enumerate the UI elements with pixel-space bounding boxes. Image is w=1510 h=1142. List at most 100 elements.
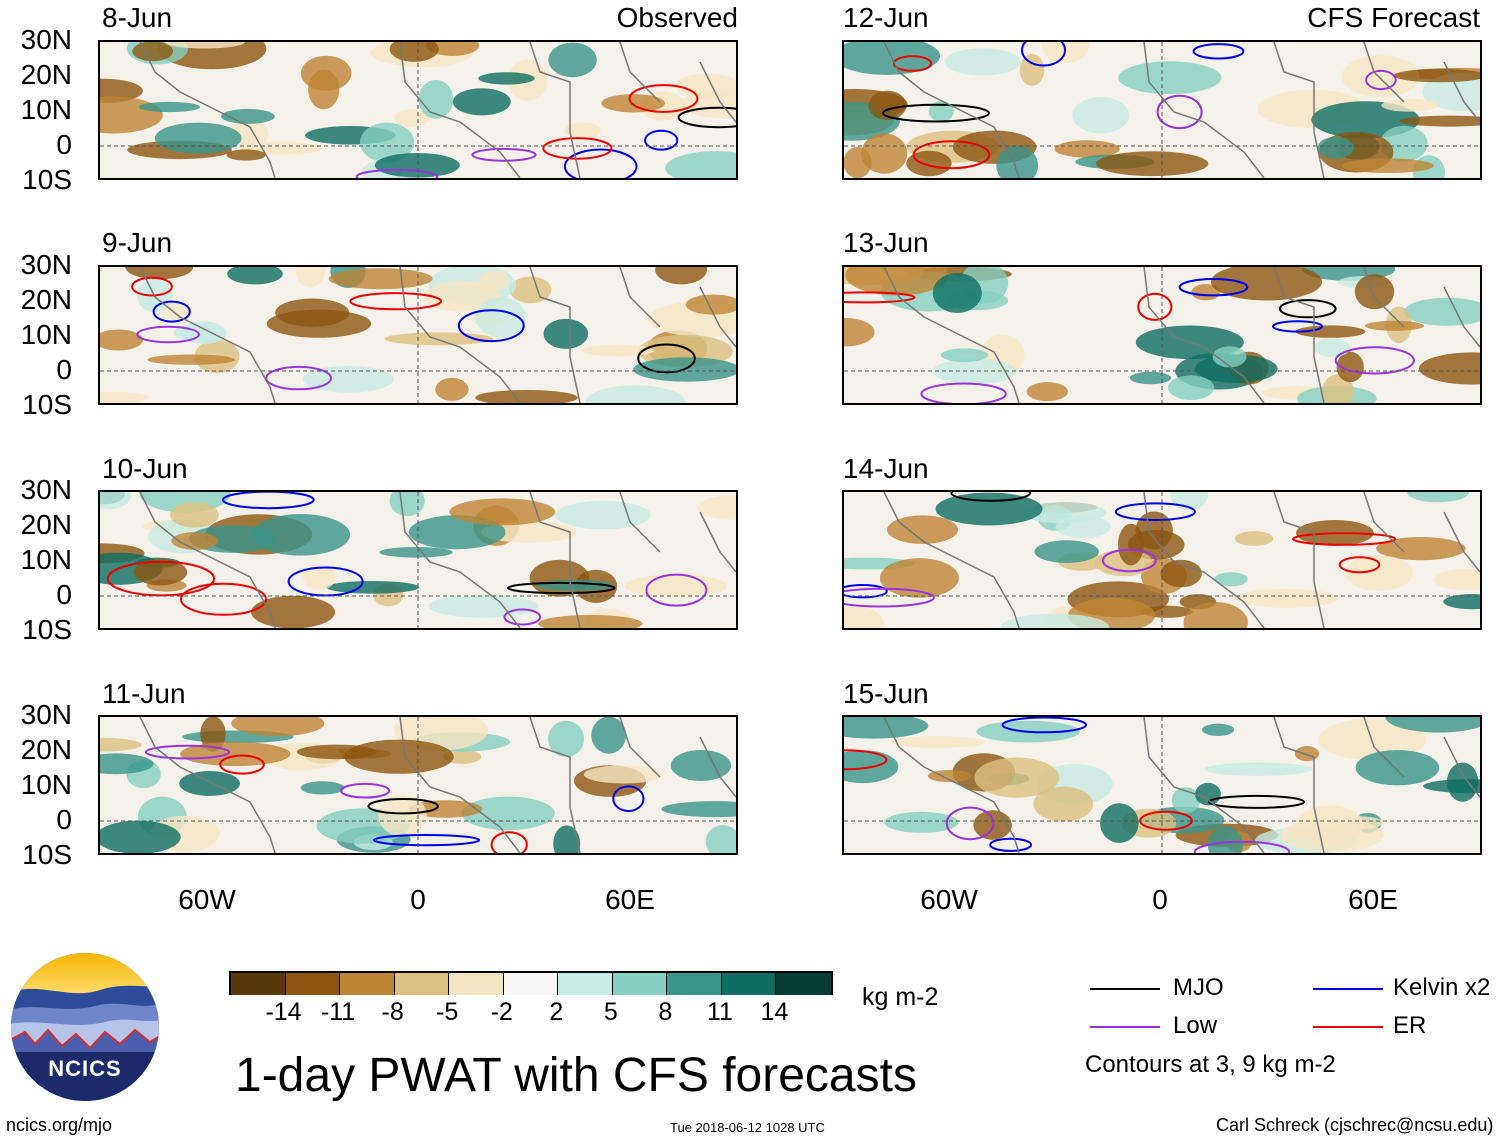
pwat-anomaly-blob [409, 800, 483, 818]
panel-date-10-jun: 10-Jun [102, 453, 188, 484]
pwat-anomaly-blob [1345, 555, 1414, 591]
legend-line-low [1090, 1026, 1160, 1028]
pwat-anomaly-blob [154, 122, 242, 154]
pwat-anomaly-blob [1168, 375, 1215, 400]
wave-contour [144, 744, 231, 760]
pwat-anomaly-blob [529, 559, 590, 597]
wave-contour [1272, 320, 1323, 333]
coastline [139, 492, 736, 628]
pwat-field [844, 267, 1480, 403]
colorbar-units: kg m-2 [862, 983, 939, 1011]
wave-contour [1193, 840, 1291, 853]
footer-url[interactable]: ncics.org/mjo [6, 1115, 113, 1135]
wave-contour [152, 300, 191, 323]
wave-contour [628, 84, 699, 113]
pwat-anomaly-blob [1054, 140, 1120, 158]
wave-contour [367, 798, 439, 815]
pwat-anomaly-blob [844, 717, 929, 739]
pwat-anomaly-blob [449, 498, 556, 526]
lat-label-30n-row2: 30N [20, 249, 72, 280]
pwat-anomaly-blob [538, 615, 643, 628]
pwat-anomaly-blob [697, 495, 736, 520]
pwat-anomaly-blob [302, 365, 394, 393]
wave-contour [355, 168, 439, 178]
pwat-anomaly-blob [1034, 540, 1099, 563]
pwat-anomaly-blob [231, 717, 325, 737]
pwat-anomaly-blob [180, 741, 291, 767]
wave-contour [180, 582, 267, 616]
pwat-anomaly-blob [940, 348, 989, 362]
pwat-anomaly-blob [1055, 515, 1111, 539]
lat-label-20n-row4: 20N [20, 734, 72, 765]
logo-text: NCICS [48, 1056, 122, 1081]
wave-contour [265, 365, 333, 391]
coastline [883, 492, 1480, 628]
pwat-anomaly-blob [1183, 602, 1248, 628]
wave-contour [507, 581, 616, 595]
wave-contour [542, 137, 613, 160]
map-panel-9-jun [98, 265, 738, 405]
pwat-anomaly-blob [1295, 325, 1366, 338]
legend-line-er [1313, 1026, 1383, 1028]
pwat-anomaly-blob [147, 354, 235, 365]
wave-contour [844, 584, 888, 599]
pwat-anomaly-blob [303, 565, 336, 590]
pwat-anomaly-blob [461, 796, 555, 831]
coastline [883, 42, 1480, 178]
pwat-anomaly-blob [884, 811, 959, 833]
wave-contour [1192, 43, 1245, 60]
legend-label-kelvin: Kelvin x2 [1393, 974, 1491, 1001]
pwat-anomaly-blob [100, 492, 132, 510]
colorbar [229, 971, 833, 995]
map-panel-10-jun [98, 490, 738, 630]
map-panel-15-jun [842, 715, 1482, 855]
pwat-anomaly-blob [170, 502, 219, 528]
pwat-anomaly-blob [221, 108, 275, 124]
wave-contour [503, 608, 542, 626]
colorbar-swatch [721, 973, 777, 995]
colorbar-tick-label: -8 [381, 998, 404, 1026]
colorbar-swatch [340, 973, 395, 995]
lat-label-30n-row3: 30N [20, 474, 72, 505]
pwat-anomaly-blob [844, 318, 875, 347]
lat-label-0-row1: 0 [56, 129, 72, 160]
legend-line-kelvin [1313, 988, 1383, 990]
wave-contour [844, 749, 888, 771]
wave-contour [1334, 346, 1415, 375]
pwat-anomaly-blob [581, 344, 655, 357]
pwat-anomaly-blob [601, 94, 665, 113]
pwat-anomaly-blob [100, 820, 181, 853]
legend-line-mjo [1090, 988, 1160, 990]
pwat-anomaly-blob [1433, 568, 1480, 591]
lon-label-0-right: 0 [1152, 884, 1168, 915]
wave-contour [106, 560, 216, 597]
pwat-anomaly-blob [553, 825, 581, 853]
pwat-anomaly-blob [1235, 589, 1339, 608]
pwat-anomaly-blob [1072, 96, 1130, 134]
pwat-anomaly-blob [844, 606, 885, 628]
panel-date-14-jun: 14-Jun [843, 453, 929, 484]
pwat-anomaly-blob [423, 280, 501, 312]
wave-contour [645, 573, 708, 607]
pwat-anomaly-blob [100, 737, 142, 752]
pwat-anomaly-blob [932, 273, 982, 313]
pwat-anomaly-blob [359, 122, 415, 163]
pwat-anomaly-blob [326, 581, 420, 594]
ncics-logo-graphic [11, 953, 159, 1101]
pwat-anomaly-blob [1129, 371, 1172, 385]
wave-contour [373, 834, 481, 847]
panel-date-13-jun: 13-Jun [843, 227, 929, 258]
pwat-field [844, 42, 1480, 178]
pwat-anomaly-blob [932, 358, 1017, 385]
pwat-anomaly-blob [163, 302, 193, 321]
pwat-field [844, 492, 1480, 628]
pwat-anomaly-blob [1341, 55, 1420, 98]
pwat-anomaly-blob [1381, 98, 1439, 112]
colorbar-tick-label: -11 [320, 998, 356, 1026]
wave-contour [1114, 502, 1196, 522]
pwat-anomaly-blob [564, 122, 601, 140]
wave-contour [677, 106, 736, 129]
pwat-anomaly-blob [1195, 782, 1221, 806]
pwat-anomaly-blob [670, 750, 732, 781]
pwat-anomaly-blob [1318, 719, 1427, 760]
